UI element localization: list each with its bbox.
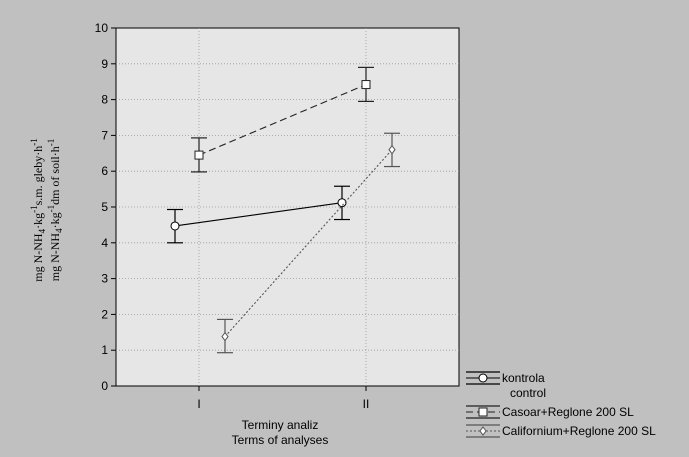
legend-label-2-0: control [510, 386, 546, 400]
ylab1-sub: 4 [37, 228, 47, 233]
data-point-0-1 [337, 198, 347, 208]
ylab1-c: s.m. gleby·h [31, 146, 45, 206]
x-tick-label-0: I [197, 397, 200, 411]
y-tick-label-5: 5 [101, 200, 108, 214]
ylab1-b: ·kg [31, 213, 45, 229]
data-point-2-1 [388, 144, 396, 155]
y-tick-label-9: 9 [101, 57, 108, 71]
y-tick-label-2: 2 [101, 307, 108, 321]
ylab2-a: mg N-NH [48, 233, 62, 282]
ylab1-a: mg N-NH [31, 233, 45, 282]
y-tick-label-1: 1 [101, 343, 108, 357]
legend-label-2: Californium+Reglone 200 SL [502, 424, 656, 438]
y-axis-title: mg N-NH4·kg-1s.m. gleby·h-1 mg N-NH4·kg-… [29, 138, 64, 282]
y-tick-label-0: 0 [101, 379, 108, 393]
legend-marker-2 [479, 426, 487, 436]
x-axis-title-line-2: Terms of analyses [232, 433, 329, 447]
y-tick-label-3: 3 [101, 272, 108, 286]
series-line-0 [174, 202, 343, 227]
data-point-2-0 [221, 331, 229, 342]
ylab1-sup2: -1 [29, 138, 39, 146]
series-line-2 [224, 149, 393, 337]
y-tick-label-8: 8 [101, 93, 108, 107]
y-axis-title-line-2: mg N-NH4·kg-1dm of soil·h-1 [46, 139, 64, 282]
y-tick-label-4: 4 [101, 236, 108, 250]
y-tick-label-10: 10 [95, 21, 109, 35]
ylab1-sup1: -1 [29, 205, 39, 213]
y-tick-label-7: 7 [101, 128, 108, 142]
legend-marker-1 [478, 407, 488, 417]
grid [116, 28, 459, 386]
x-tick-label-1: II [363, 397, 370, 411]
x-axis-title-line-1: Terminy analiz [242, 418, 319, 432]
ylab2-b: ·kg [48, 212, 62, 228]
y-axis-title-line-1: mg N-NH4·kg-1s.m. gleby·h-1 [29, 138, 47, 282]
ylab2-sup2: -1 [46, 139, 56, 147]
data-point-0-0 [170, 221, 180, 231]
ylab2-c: dm of soil·h [48, 146, 62, 205]
series-line-1 [198, 84, 367, 156]
legend-marker-0 [478, 373, 488, 383]
legend-label-0: kontrola [502, 371, 545, 385]
series-layer [167, 66, 400, 354]
legend-label-1: Casoar+Reglone 200 SL [502, 405, 634, 419]
ylab2-sub: 4 [54, 228, 64, 233]
data-point-1-0 [194, 150, 204, 160]
data-point-1-1 [361, 80, 371, 90]
y-tick-label-6: 6 [101, 164, 108, 178]
ylab2-sup1: -1 [46, 205, 56, 213]
